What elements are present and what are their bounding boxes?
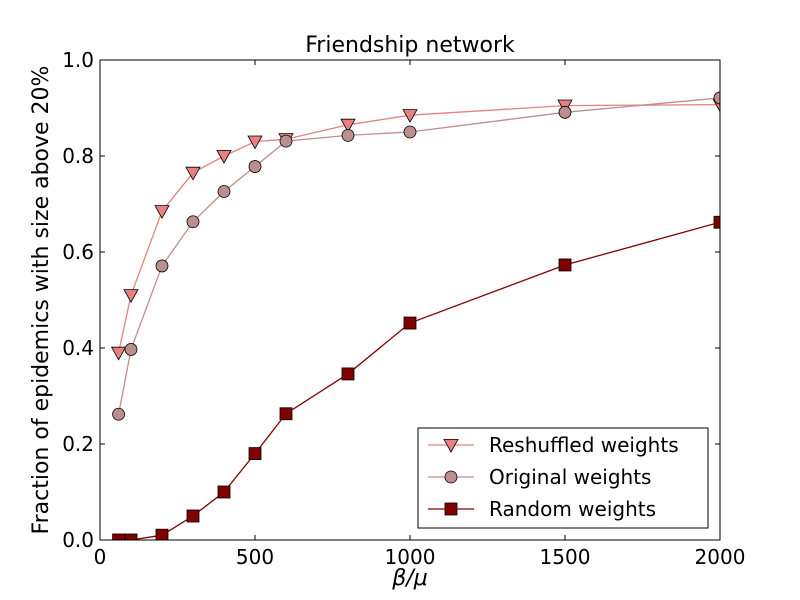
x-axis-label: β/μ (391, 566, 427, 591)
data-point (403, 125, 417, 139)
data-point (713, 91, 720, 105)
data-point (247, 135, 263, 150)
series-2 (112, 215, 720, 540)
legend-entry-2: Random weights (428, 497, 656, 521)
data-point (713, 215, 720, 229)
data-point (112, 533, 125, 540)
legend: Reshuffled weights Original weights Random… (417, 427, 709, 529)
data-point (248, 447, 262, 461)
ticks-layer: 0 500 1000 1500 2000 0.0 0.2 0.4 0.6 0.8 1.0 (62, 48, 745, 569)
chart-title: Friendship network (305, 33, 515, 58)
data-point (186, 509, 200, 523)
legend-marker (443, 438, 459, 453)
data-point (558, 105, 572, 119)
data-point (248, 160, 262, 173)
data-point (186, 215, 200, 229)
x-tick-label: 0 (94, 545, 107, 569)
data-point (403, 316, 417, 330)
x-tick-label: 1500 (540, 545, 591, 569)
x-tick-label: 1000 (385, 545, 436, 569)
data-point (279, 134, 293, 148)
data-point (341, 367, 355, 381)
data-point (340, 118, 356, 133)
data-point (185, 166, 201, 181)
legend-marker (444, 470, 458, 484)
y-tick-label: 0.2 (62, 432, 94, 456)
data-point (217, 485, 231, 499)
y-tick-label: 0.6 (62, 240, 94, 264)
data-point (110, 346, 127, 361)
x-tick-label: 2000 (695, 545, 746, 569)
legend-label: Reshuffled weights (489, 433, 679, 457)
data-point (155, 528, 169, 540)
data-point (341, 128, 355, 142)
series-1 (112, 91, 720, 421)
data-point (112, 407, 125, 421)
data-point (216, 149, 232, 164)
x-tick-label: 500 (236, 545, 274, 569)
data-point (124, 533, 138, 540)
legend-entry-1: Original weights (428, 465, 651, 489)
y-tick-label: 0.4 (62, 336, 94, 360)
data-point (217, 185, 231, 198)
legend-marker (444, 502, 458, 516)
data-point (558, 258, 572, 272)
y-tick-label: 0.8 (62, 144, 94, 168)
data-point (154, 205, 170, 220)
data-point (402, 109, 418, 124)
legend-label: Random weights (489, 497, 656, 521)
data-point (155, 259, 169, 273)
data-point (279, 407, 293, 421)
data-point (123, 289, 139, 304)
y-tick-label: 0.0 (62, 528, 94, 552)
y-axis-label: Fraction of epidemics with size above 20… (29, 66, 54, 535)
y-tick-label: 1.0 (62, 48, 94, 72)
legend-entry-0: Reshuffled weights (428, 433, 679, 457)
legend-label: Original weights (489, 465, 651, 489)
data-point (124, 343, 138, 356)
series-layer (110, 91, 720, 540)
